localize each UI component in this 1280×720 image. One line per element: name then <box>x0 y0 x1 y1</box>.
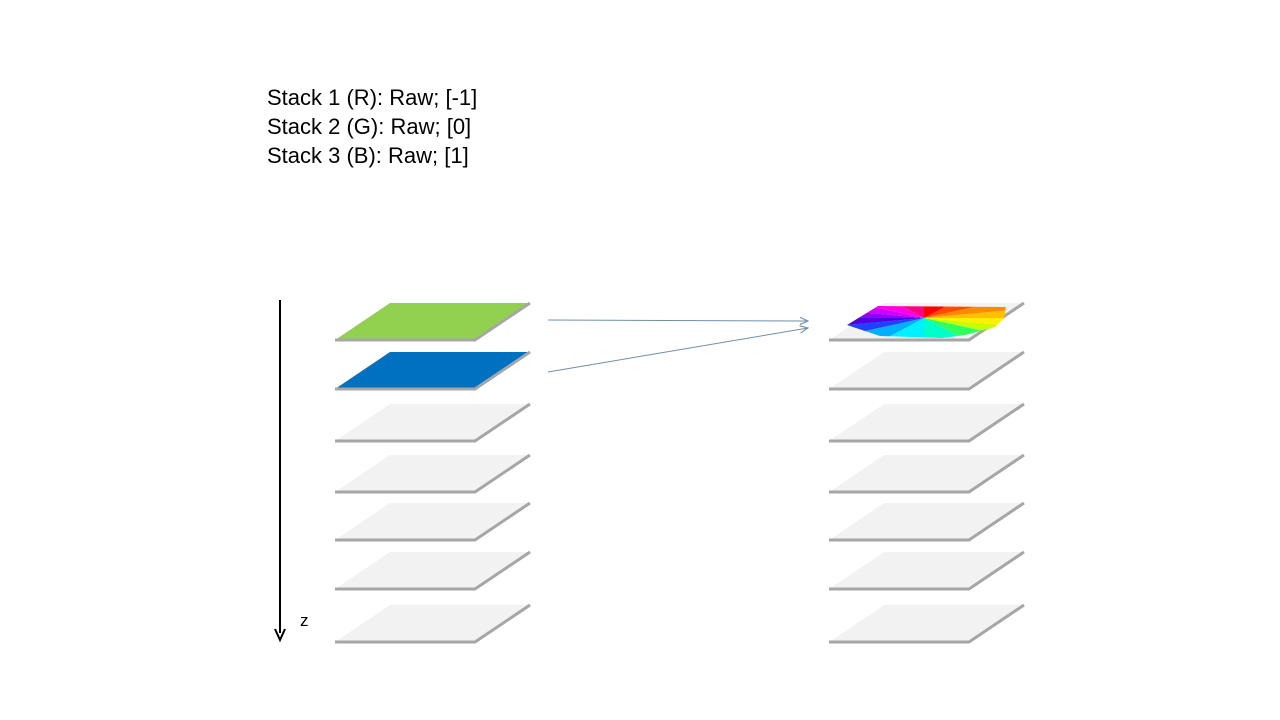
color-wheel-sector <box>924 318 1006 326</box>
color-wheel-sector <box>924 306 992 318</box>
input-slice-7 <box>335 603 531 644</box>
z-axis <box>274 300 286 643</box>
output-slice-2 <box>829 350 1025 391</box>
output-slice-edge <box>829 453 1025 494</box>
color-wheel-sector <box>856 318 924 338</box>
legend-stack-2: Stack 2 (G): Raw; [0] <box>267 114 472 139</box>
color-wheel-sector <box>856 306 924 318</box>
output-slice-face <box>829 352 1024 389</box>
output-slice-edge <box>829 501 1025 542</box>
transfer-arrows <box>547 320 808 373</box>
input-slice-edge <box>335 603 531 644</box>
input-slice-face <box>335 455 530 492</box>
output-slice-edge <box>829 402 1025 443</box>
output-slice-edge <box>829 350 1025 391</box>
color-wheel-sector <box>887 318 924 338</box>
color-wheel-sector <box>924 310 1006 318</box>
output-slice-5 <box>829 501 1025 542</box>
stack-legend: Stack 1 (R): Raw; [-1] Stack 2 (G): Raw;… <box>267 83 477 170</box>
output-slice-1 <box>829 301 1025 342</box>
input-slice-edge <box>335 453 531 494</box>
output-slice-edge <box>829 603 1025 644</box>
output-slice-face <box>829 503 1024 540</box>
input-slice-edge <box>335 550 531 591</box>
input-slice-face <box>335 605 530 642</box>
legend-stack-1: Stack 1 (R): Raw; [-1] <box>267 85 478 110</box>
output-slice-face <box>829 552 1024 589</box>
color-wheel-sector <box>887 306 924 318</box>
arrow-blue-to-output <box>547 328 808 373</box>
input-slice-2 <box>335 350 531 391</box>
input-slice-edge <box>335 402 531 443</box>
input-slice-6 <box>335 550 531 591</box>
color-wheel-sector <box>924 318 961 338</box>
input-slice-5 <box>335 501 531 542</box>
input-slice-1 <box>335 301 531 342</box>
output-slice-face <box>829 455 1024 492</box>
input-slice-4 <box>335 453 531 494</box>
output-slice-3 <box>829 402 1025 443</box>
output-slice-edge <box>829 301 1025 342</box>
input-stack <box>335 301 531 644</box>
legend-stack-3: Stack 3 (B): Raw; [1] <box>267 143 469 168</box>
output-slice-7 <box>829 603 1025 644</box>
output-slice-face <box>829 605 1024 642</box>
color-wheel-sector <box>924 306 961 318</box>
input-slice-face <box>335 503 530 540</box>
z-axis-label: z <box>300 611 309 630</box>
output-slice-edge <box>829 550 1025 591</box>
output-stack <box>829 301 1025 644</box>
input-slice-3 <box>335 402 531 443</box>
input-slice-face <box>335 303 530 340</box>
arrow-green-to-output <box>547 320 808 321</box>
color-wheel-sector <box>924 306 1006 318</box>
input-slice-edge <box>335 350 531 391</box>
z-axis-arrowhead <box>274 628 286 643</box>
color-wheel <box>847 306 1006 338</box>
input-slice-edge <box>335 501 531 542</box>
output-slice-4 <box>829 453 1025 494</box>
output-slice-face <box>829 404 1024 441</box>
input-slice-face <box>335 552 530 589</box>
output-slice-6 <box>829 550 1025 591</box>
input-slice-edge <box>335 301 531 342</box>
input-slice-face <box>335 404 530 441</box>
input-slice-face <box>335 352 530 389</box>
